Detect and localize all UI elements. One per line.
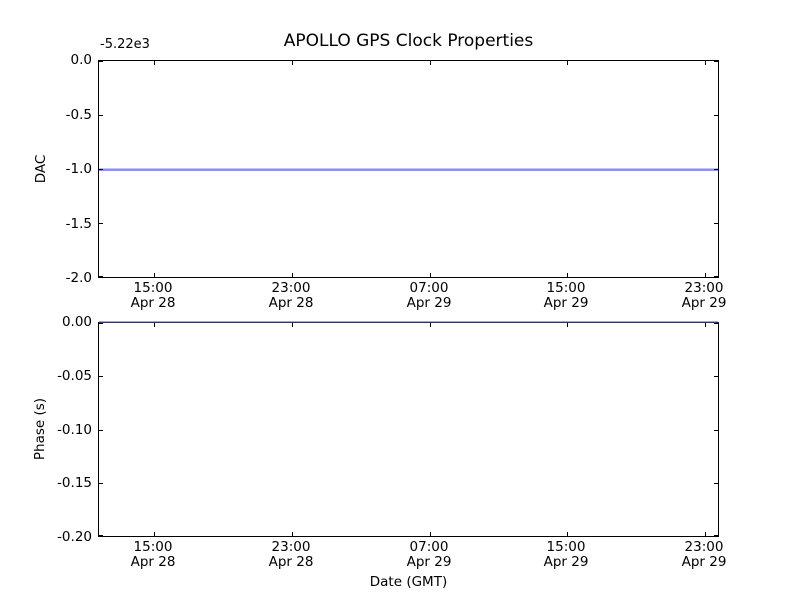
xtick-time: 15:00: [546, 280, 586, 296]
tick-mark: [154, 323, 155, 327]
tick-mark: [430, 61, 431, 65]
xtick-date: Apr 28: [268, 554, 314, 570]
xtick-time: 15:00: [133, 539, 173, 555]
ytick-label: -0.20: [57, 529, 92, 545]
tick-mark: [714, 61, 718, 62]
xtick-time: 15:00: [546, 539, 586, 555]
xtick-date: Apr 29: [543, 554, 589, 570]
tick-mark: [99, 115, 103, 116]
tick-mark: [292, 61, 293, 65]
tick-mark: [714, 376, 718, 377]
xtick-time: 15:00: [133, 280, 173, 296]
ytick-label: -0.5: [65, 107, 92, 123]
tick-mark: [99, 376, 103, 377]
tick-mark: [714, 430, 718, 431]
y-axis-offset-label: -5.22e3: [100, 37, 150, 52]
tick-mark: [430, 323, 431, 327]
tick-mark: [705, 61, 706, 65]
xtick-time: 07:00: [409, 539, 449, 555]
tick-mark: [714, 535, 718, 536]
xtick-label: 23:00 Apr 28: [236, 281, 346, 311]
tick-mark: [99, 169, 103, 170]
xtick-date: Apr 29: [406, 295, 452, 311]
ytick-label: -1.5: [65, 216, 92, 232]
ytick-label: 0.0: [70, 52, 92, 68]
tick-mark: [154, 61, 155, 65]
ytick-label: -0.05: [57, 368, 92, 384]
phase-axes: [98, 321, 719, 537]
tick-mark: [714, 483, 718, 484]
xtick-time: 23:00: [271, 539, 311, 555]
ytick-label: -1.0: [65, 161, 92, 177]
dac-data-line: [99, 168, 718, 171]
xtick-label: 07:00 Apr 29: [374, 540, 484, 570]
tick-mark: [567, 532, 568, 536]
xtick-label: 15:00 Apr 28: [98, 281, 208, 311]
ytick-label: -0.10: [57, 422, 92, 438]
y-axis-label-phase: Phase (s): [32, 397, 48, 461]
tick-mark: [99, 430, 103, 431]
xtick-label: 23:00 Apr 28: [236, 540, 346, 570]
ytick-label: -0.15: [57, 475, 92, 491]
xtick-date: Apr 29: [406, 554, 452, 570]
tick-mark: [292, 323, 293, 327]
xtick-time: 23:00: [684, 539, 724, 555]
tick-mark: [430, 532, 431, 536]
chart-title: APOLLO GPS Clock Properties: [283, 31, 534, 51]
xtick-label: 15:00 Apr 29: [511, 540, 621, 570]
xtick-date: Apr 28: [130, 554, 176, 570]
tick-mark: [705, 273, 706, 277]
tick-mark: [99, 323, 103, 324]
tick-mark: [705, 532, 706, 536]
tick-mark: [99, 61, 103, 62]
tick-mark: [292, 273, 293, 277]
xtick-time: 07:00: [409, 280, 449, 296]
ytick-label: -2.0: [65, 270, 92, 286]
xtick-date: Apr 29: [543, 295, 589, 311]
tick-mark: [99, 276, 103, 277]
dac-axes: [98, 60, 719, 278]
tick-mark: [567, 61, 568, 65]
tick-mark: [567, 273, 568, 277]
xtick-label: 15:00 Apr 28: [98, 540, 208, 570]
y-axis-label-dac: DAC: [33, 154, 49, 184]
xtick-time: 23:00: [271, 280, 311, 296]
tick-mark: [292, 532, 293, 536]
tick-mark: [154, 532, 155, 536]
xtick-date: Apr 29: [681, 295, 727, 311]
tick-mark: [714, 169, 718, 170]
tick-mark: [567, 323, 568, 327]
tick-mark: [99, 223, 103, 224]
tick-mark: [154, 273, 155, 277]
tick-mark: [430, 273, 431, 277]
tick-mark: [99, 535, 103, 536]
tick-mark: [705, 323, 706, 327]
xtick-label: 23:00 Apr 29: [649, 281, 759, 311]
tick-mark: [714, 276, 718, 277]
tick-mark: [714, 223, 718, 224]
tick-mark: [714, 115, 718, 116]
ytick-label: 0.00: [61, 314, 92, 330]
xtick-date: Apr 29: [681, 554, 727, 570]
xtick-label: 07:00 Apr 29: [374, 281, 484, 311]
xtick-date: Apr 28: [130, 295, 176, 311]
phase-data-line: [99, 321, 718, 322]
xtick-time: 23:00: [684, 280, 724, 296]
x-axis-label: Date (GMT): [369, 574, 448, 590]
xtick-label: 23:00 Apr 29: [649, 540, 759, 570]
tick-mark: [714, 323, 718, 324]
tick-mark: [99, 483, 103, 484]
xtick-label: 15:00 Apr 29: [511, 281, 621, 311]
xtick-date: Apr 28: [268, 295, 314, 311]
